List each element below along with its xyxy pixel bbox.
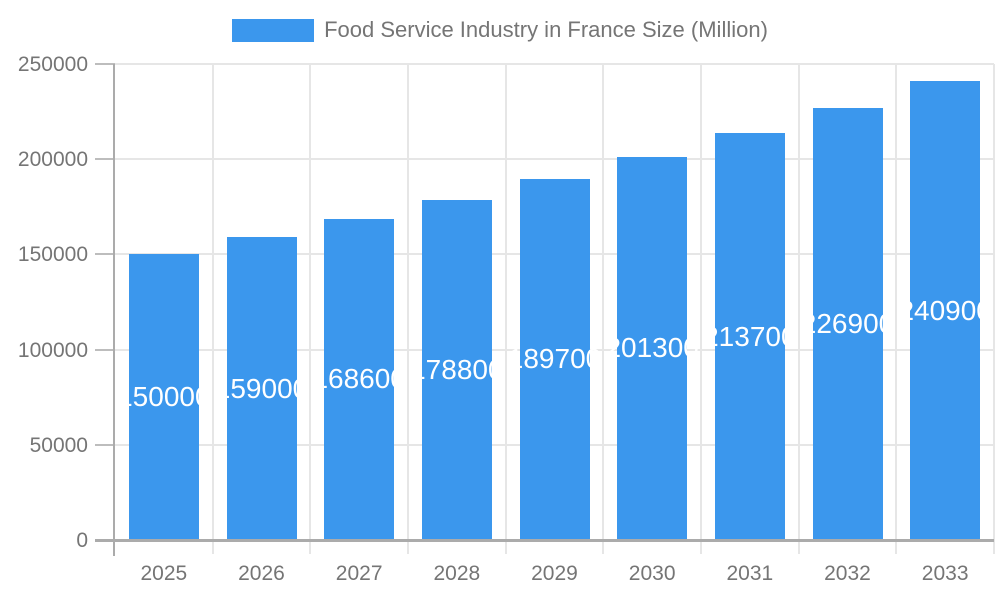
bar-value-label: 240900 (898, 294, 992, 326)
bar-value-label: 226900 (800, 307, 895, 339)
y-axis-line (113, 64, 115, 556)
y-axis-label: 150000 (17, 243, 88, 267)
bar[interactable] (910, 81, 981, 540)
x-axis-label: 2029 (531, 562, 578, 585)
v-gridline (504, 64, 507, 554)
x-axis-label: 2027 (335, 562, 383, 585)
x-axis-label: 2026 (238, 562, 285, 585)
y-tick (95, 63, 115, 65)
bar-value-label: 178800 (410, 353, 504, 385)
legend-swatch (232, 18, 315, 42)
h-gridline (115, 63, 994, 65)
bar-value-label: 150000 (117, 381, 211, 413)
h-gridline (115, 158, 994, 161)
y-axis-label: 50000 (29, 433, 88, 457)
v-gridline (309, 64, 312, 554)
bar-value-label: 159000 (214, 372, 309, 404)
y-axis-label: 0 (76, 529, 88, 552)
x-axis-label: 2031 (726, 562, 774, 585)
x-axis-label: 2033 (921, 562, 969, 585)
v-gridline (700, 64, 702, 554)
v-gridline (602, 64, 605, 554)
chart-legend[interactable]: Food Service Industry in France Size (Mi… (0, 17, 1000, 43)
bar-value-label: 189700 (507, 343, 602, 375)
bar-value-label: 201300 (605, 332, 699, 364)
y-axis-label: 200000 (17, 148, 88, 172)
y-axis-label: 250000 (17, 53, 88, 76)
legend-label: Food Service Industry in France Size (Mi… (324, 17, 768, 42)
bar[interactable] (324, 218, 395, 540)
bar-value-label: 213700 (703, 320, 797, 352)
x-axis-label: 2025 (140, 562, 188, 585)
v-gridline (895, 64, 898, 554)
v-gridline (211, 64, 214, 554)
y-tick (95, 158, 115, 161)
y-tick (95, 443, 115, 446)
y-axis-label: 100000 (17, 338, 88, 362)
bar[interactable] (226, 237, 297, 540)
bar-value-label: 168600 (312, 363, 406, 395)
v-gridline (797, 64, 800, 554)
y-tick (95, 348, 115, 351)
v-gridline (993, 64, 995, 554)
x-axis-label: 2030 (628, 562, 676, 585)
x-axis-label: 2028 (433, 562, 481, 585)
x-axis-label: 2032 (824, 562, 871, 585)
bar[interactable] (421, 199, 492, 540)
y-tick (95, 253, 115, 256)
x-axis-line (95, 539, 994, 542)
bar[interactable] (812, 107, 883, 540)
bar[interactable] (617, 156, 688, 540)
bar[interactable] (519, 178, 590, 540)
v-gridline (407, 64, 409, 554)
bar[interactable] (714, 133, 785, 540)
bar[interactable] (128, 254, 199, 540)
